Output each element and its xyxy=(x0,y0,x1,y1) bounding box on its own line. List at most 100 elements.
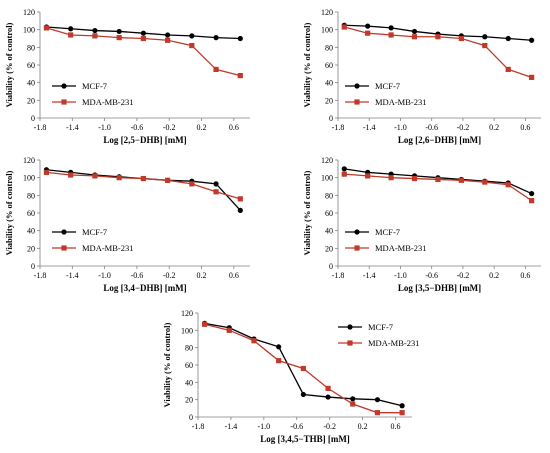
x-tick-label: 0.6 xyxy=(229,271,239,280)
x-tick-label: -1.0 xyxy=(394,123,407,132)
data-point xyxy=(300,391,306,398)
y-tick-label: 100 xyxy=(181,326,193,335)
legend-marker xyxy=(354,229,360,235)
y-tick-label: 80 xyxy=(325,43,333,52)
y-tick-label: 100 xyxy=(321,26,333,35)
y-tick-label: 0 xyxy=(31,114,35,123)
x-tick-label: -0.2 xyxy=(457,271,470,280)
data-point xyxy=(201,321,208,327)
series-mda-mb-231 xyxy=(341,24,535,80)
chart-panel-5: 0 20 40 60 80 100 120 -1.8 -1.4 -1.0 -0.6 -0.2 0.2 0.… xyxy=(162,309,419,444)
data-point xyxy=(116,35,122,41)
y-tick-label: 40 xyxy=(325,79,333,88)
x-tick-label: 0.6 xyxy=(520,123,530,132)
legend-marker xyxy=(61,245,67,251)
y-tick-label: 100 xyxy=(321,174,333,183)
data-point xyxy=(68,172,74,178)
series-mda-mb-231 xyxy=(341,171,535,204)
legend: MCF-7 MDA-MB-231 xyxy=(338,322,419,348)
y-tick-label: 40 xyxy=(325,227,333,236)
y-tick-label: 80 xyxy=(27,43,35,52)
y-tick-label: 20 xyxy=(325,96,333,105)
data-point xyxy=(505,35,511,42)
x-tick-label: -1.0 xyxy=(258,422,271,431)
data-point xyxy=(43,169,50,175)
data-point xyxy=(529,190,535,197)
data-point xyxy=(43,25,50,31)
data-point xyxy=(341,24,347,30)
data-point xyxy=(276,358,282,364)
x-tick-label: -0.6 xyxy=(425,271,438,280)
legend-marker xyxy=(347,340,353,346)
data-point xyxy=(365,173,371,179)
data-point xyxy=(365,23,371,29)
data-point xyxy=(458,35,464,42)
data-point xyxy=(458,177,464,183)
legend-label: MCF-7 xyxy=(82,227,107,237)
x-tick-label: -0.6 xyxy=(131,123,144,132)
legend-marker xyxy=(354,83,360,89)
x-tick-label: -0.6 xyxy=(290,422,303,431)
x-tick-label: -1.8 xyxy=(34,123,47,132)
data-point xyxy=(350,396,356,402)
data-point xyxy=(140,175,146,182)
legend-label: MDA-MB-231 xyxy=(368,338,419,348)
legend-label: MDA-MB-231 xyxy=(82,243,133,253)
y-tick-label: 60 xyxy=(325,61,333,70)
x-tick-label: -1.8 xyxy=(34,271,47,280)
data-point xyxy=(68,32,74,38)
y-axis-label: Viability (% of control) xyxy=(302,22,312,107)
data-point xyxy=(399,403,405,409)
x-tick-label: -1.4 xyxy=(363,123,376,132)
x-axis-label: Log [2,6−DHB] [mM] xyxy=(398,135,481,145)
data-point xyxy=(341,166,347,172)
data-point xyxy=(165,177,171,183)
y-tick-label: 0 xyxy=(31,262,35,271)
data-point xyxy=(482,179,488,185)
data-point xyxy=(189,33,195,39)
data-point xyxy=(300,365,306,372)
chart-panel-4: 0 20 40 60 80 100 120 -1.8 -1.4 -1.0 -0.6 -0.2 0.2 0.… xyxy=(302,156,541,293)
chart-panel-3: 0 20 40 60 80 100 120 -1.8 -1.4 -1.0 -0.6 -0.2 0.2 0.… xyxy=(4,156,250,293)
y-tick-label: 80 xyxy=(325,191,333,200)
data-point xyxy=(92,33,98,39)
y-tick-label: 120 xyxy=(181,309,193,318)
x-tick-label: 0.2 xyxy=(489,123,499,132)
legend: MCF-7 MDA-MB-231 xyxy=(52,227,133,253)
data-point xyxy=(529,37,535,43)
legend-label: MCF-7 xyxy=(375,227,400,237)
x-axis-label: Log [3,5−DHB] [mM] xyxy=(398,283,481,293)
data-point xyxy=(505,182,511,188)
chart-panel-2: 0 20 40 60 80 100 120 -1.8 -1.4 -1.0 -0.6 -0.2 0.2 0.… xyxy=(302,8,541,145)
data-point xyxy=(276,344,282,350)
legend-marker xyxy=(354,99,360,105)
y-tick-label: 60 xyxy=(27,61,35,70)
data-point xyxy=(189,181,195,187)
y-tick-label: 100 xyxy=(23,174,35,183)
data-point xyxy=(374,410,381,416)
data-point xyxy=(92,173,98,179)
y-axis-label: Viability (% of control) xyxy=(4,170,14,255)
data-point xyxy=(237,73,243,79)
x-tick-label: -1.8 xyxy=(332,271,345,280)
data-point xyxy=(116,28,122,35)
data-point xyxy=(411,28,418,35)
series-mcf7 xyxy=(43,167,243,213)
y-tick-label: 40 xyxy=(27,79,35,88)
data-point xyxy=(365,30,371,36)
data-point xyxy=(411,175,418,182)
legend: MCF-7 MDA-MB-231 xyxy=(345,81,426,107)
x-tick-label: -1.0 xyxy=(98,271,111,280)
x-tick-label: -0.6 xyxy=(131,271,144,280)
y-tick-label: 40 xyxy=(185,378,193,387)
data-point xyxy=(388,25,394,31)
data-point xyxy=(140,30,146,36)
legend-label: MDA-MB-231 xyxy=(375,243,426,253)
data-point xyxy=(435,34,441,40)
x-tick-label: -1.8 xyxy=(332,123,345,132)
x-tick-label: -0.2 xyxy=(163,271,176,280)
legend-label: MCF-7 xyxy=(82,81,107,91)
data-point xyxy=(325,394,331,400)
x-tick-label: 0.2 xyxy=(358,422,368,431)
